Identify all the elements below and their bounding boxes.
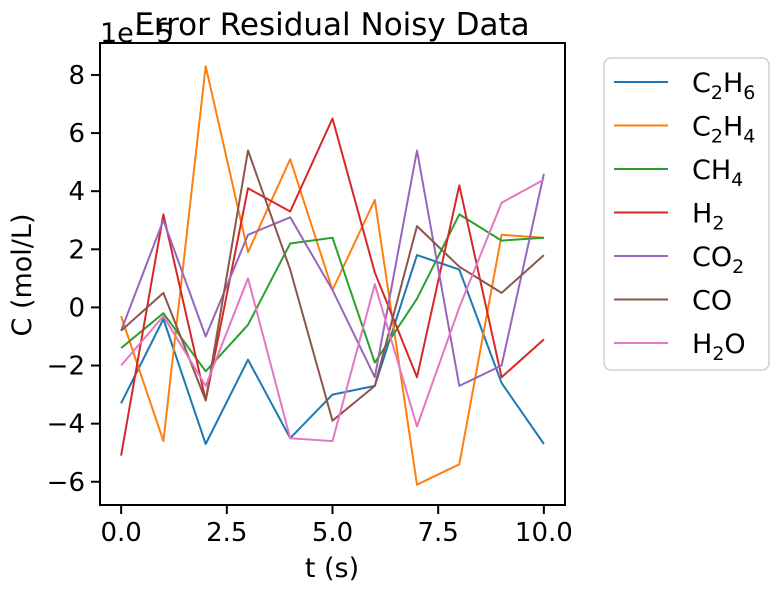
legend-label: H2O — [692, 329, 746, 365]
y-tick-label: 4 — [68, 177, 85, 207]
legend-label: C2H6 — [692, 68, 755, 104]
x-tick-label: 7.5 — [418, 518, 459, 548]
x-tick-label: 5.0 — [312, 518, 353, 548]
x-axis: 0.0 2.5 5.0 7.5 10.0 — [100, 505, 573, 548]
y-tick-label: −2 — [47, 352, 85, 382]
series-line-3 — [120, 117, 545, 456]
legend: C2H6 C2H4 CH4 H2 CO2 CO H2O — [603, 57, 770, 371]
y-tick-label: 0 — [68, 293, 85, 323]
y-tick-label: 8 — [68, 61, 85, 91]
series-line-2 — [120, 213, 544, 373]
chart-title: Error Residual Noisy Data — [134, 7, 529, 43]
x-tick-label: 10.0 — [515, 518, 573, 548]
y-offset-label: 1e−5 — [100, 18, 174, 49]
x-axis-label: t (s) — [305, 553, 359, 584]
legend-label: C2H4 — [692, 112, 755, 148]
y-tick-label: 2 — [68, 235, 85, 265]
legend-item: H2 — [614, 199, 724, 235]
series-line-0 — [120, 254, 545, 445]
legend-item: H2O — [614, 329, 746, 365]
x-tick-label: 0.0 — [100, 518, 141, 548]
legend-frame — [603, 57, 770, 371]
legend-label: CO — [692, 286, 732, 317]
legend-item: CO — [614, 286, 732, 317]
legend-item: CO2 — [614, 242, 744, 278]
legend-label: H2 — [692, 199, 724, 235]
y-axis: −6 −4 −2 0 2 4 6 8 — [47, 61, 100, 498]
y-axis-label: C (mol/L) — [7, 214, 38, 337]
x-tick-label: 2.5 — [206, 518, 247, 548]
legend-item: C2H4 — [614, 112, 755, 148]
legend-item: CH4 — [614, 155, 743, 191]
y-tick-label: 6 — [68, 119, 85, 149]
y-tick-label: −4 — [47, 410, 85, 440]
legend-item: C2H6 — [614, 68, 755, 104]
series-line-5 — [120, 149, 545, 422]
legend-label: CH4 — [692, 155, 743, 191]
series-line-6 — [120, 178, 545, 443]
legend-label: CO2 — [692, 242, 744, 278]
plot-lines — [120, 65, 545, 486]
y-tick-label: −6 — [47, 468, 85, 498]
series-line-4 — [120, 149, 545, 387]
